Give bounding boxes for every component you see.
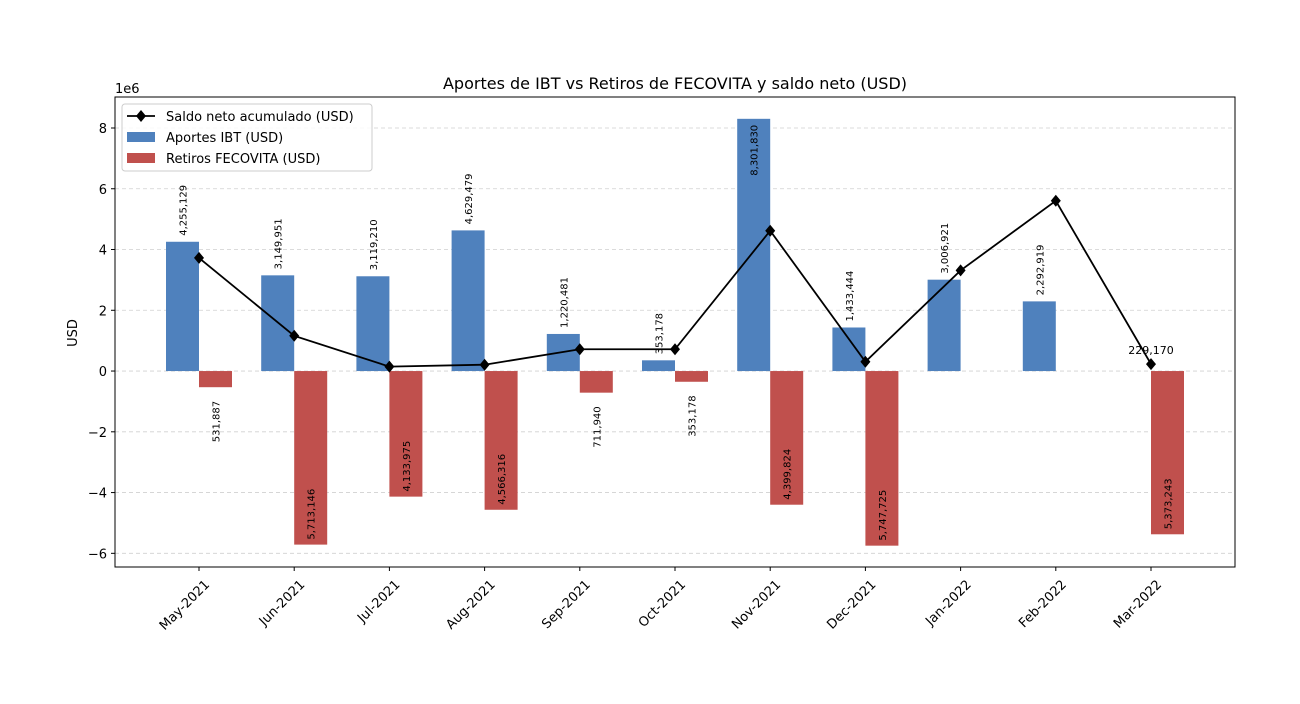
x-tick-label: Jun-2021 bbox=[256, 577, 308, 629]
y-tick-label: −4 bbox=[88, 487, 107, 502]
saldo-marker bbox=[1146, 358, 1156, 371]
saldo-marker bbox=[384, 360, 395, 373]
saldo-marker bbox=[194, 251, 204, 264]
y-tick-label: 2 bbox=[99, 304, 107, 319]
bar-aportes bbox=[737, 118, 771, 372]
saldo-marker bbox=[670, 343, 680, 356]
saldo-marker bbox=[574, 343, 585, 356]
saldo-marker bbox=[289, 329, 300, 342]
bar-retiros bbox=[770, 371, 804, 505]
bar-retiros bbox=[389, 371, 423, 497]
x-tick-label: Sep-2021 bbox=[539, 577, 594, 632]
saldo-line bbox=[198, 199, 1152, 368]
legend-label: Retiros FECOVITA (USD) bbox=[166, 152, 320, 167]
bar-label-retiros: 5,713,146 bbox=[307, 489, 318, 540]
bar-label-retiros: 353,178 bbox=[688, 395, 699, 436]
bar-label-retiros: 5,747,725 bbox=[878, 490, 889, 541]
y-tick-label: 4 bbox=[99, 244, 107, 259]
bar-label-retiros: 4,399,824 bbox=[783, 449, 794, 500]
bar-retiros bbox=[294, 371, 328, 545]
bar-aportes bbox=[642, 360, 675, 372]
legend: Saldo neto acumulado (USD) Aportes IBT (U… bbox=[121, 103, 373, 172]
bar-aportes bbox=[166, 241, 199, 372]
x-tick-label: Mar-2022 bbox=[1111, 577, 1165, 631]
bar-label-aportes: 3,006,921 bbox=[940, 223, 951, 274]
bar-label-retiros: 4,566,316 bbox=[497, 454, 508, 505]
bar-label-aportes: 8,301,830 bbox=[750, 125, 761, 176]
saldo-marker bbox=[955, 264, 966, 277]
x-tick-label: Jul-2021 bbox=[354, 577, 403, 626]
y-tick-label: −2 bbox=[88, 426, 107, 441]
x-tick-label: Nov-2021 bbox=[729, 577, 784, 632]
bar-label-aportes: 1,433,444 bbox=[845, 271, 856, 322]
saldo-marker bbox=[860, 355, 871, 368]
x-tick-label: Oct-2021 bbox=[636, 577, 689, 630]
saldo-point-label: 229,170 bbox=[1128, 344, 1174, 357]
y-tick-label: −6 bbox=[88, 547, 107, 562]
legend-label: Aportes IBT (USD) bbox=[166, 131, 283, 146]
bar-label-aportes: 3,149,951 bbox=[274, 218, 285, 269]
bar-retiros bbox=[675, 371, 708, 382]
bar-label-aportes: 1,220,481 bbox=[559, 277, 570, 328]
y-offset-label: 1e6 bbox=[115, 82, 140, 97]
y-tick-label: 0 bbox=[99, 365, 107, 380]
saldo-marker bbox=[479, 358, 490, 371]
bar-retiros bbox=[1151, 371, 1184, 535]
y-tick-label: 6 bbox=[99, 183, 107, 198]
bar-label-aportes: 353,178 bbox=[655, 313, 666, 354]
x-tick-label: Jan-2022 bbox=[922, 577, 974, 629]
plot-frame bbox=[114, 96, 1236, 568]
bar-aportes bbox=[832, 327, 866, 372]
bar-aportes bbox=[356, 276, 390, 372]
bar-label-retiros: 711,940 bbox=[592, 406, 603, 447]
bar-label-aportes: 4,629,479 bbox=[464, 173, 475, 224]
bar-label-retiros: 4,133,975 bbox=[402, 441, 413, 492]
legend-swatch-aportes bbox=[127, 132, 155, 142]
x-tick-label: Aug-2021 bbox=[443, 577, 498, 632]
bar-label-retiros: 531,887 bbox=[212, 401, 223, 442]
bar-label-aportes: 4,255,129 bbox=[179, 185, 190, 236]
bar-retiros bbox=[199, 371, 232, 388]
bar-label-aportes: 3,119,210 bbox=[369, 219, 380, 270]
y-axis-label: USD bbox=[66, 319, 81, 347]
saldo-marker bbox=[1050, 194, 1061, 207]
x-tick-label: Dec-2021 bbox=[824, 577, 879, 632]
legend-swatch-retiros bbox=[127, 153, 155, 163]
bar-aportes bbox=[1022, 301, 1056, 372]
bar-retiros bbox=[484, 371, 518, 510]
bar-aportes bbox=[927, 279, 961, 372]
saldo-marker bbox=[765, 224, 776, 237]
legend-diamond-icon bbox=[136, 110, 146, 122]
x-tick-label: Feb-2022 bbox=[1016, 577, 1070, 631]
bar-retiros bbox=[865, 371, 899, 546]
legend-box bbox=[121, 103, 373, 172]
chart-title: Aportes de IBT vs Retiros de FECOVITA y … bbox=[443, 74, 907, 93]
x-tick-label: May-2021 bbox=[157, 577, 213, 633]
bar-label-retiros: 5,373,243 bbox=[1164, 478, 1175, 529]
y-tick-label: 8 bbox=[99, 122, 107, 137]
bar-aportes bbox=[451, 230, 485, 372]
bar-retiros bbox=[579, 371, 613, 393]
bar-label-aportes: 2,292,919 bbox=[1035, 244, 1046, 295]
legend-label: Saldo neto acumulado (USD) bbox=[166, 110, 354, 125]
